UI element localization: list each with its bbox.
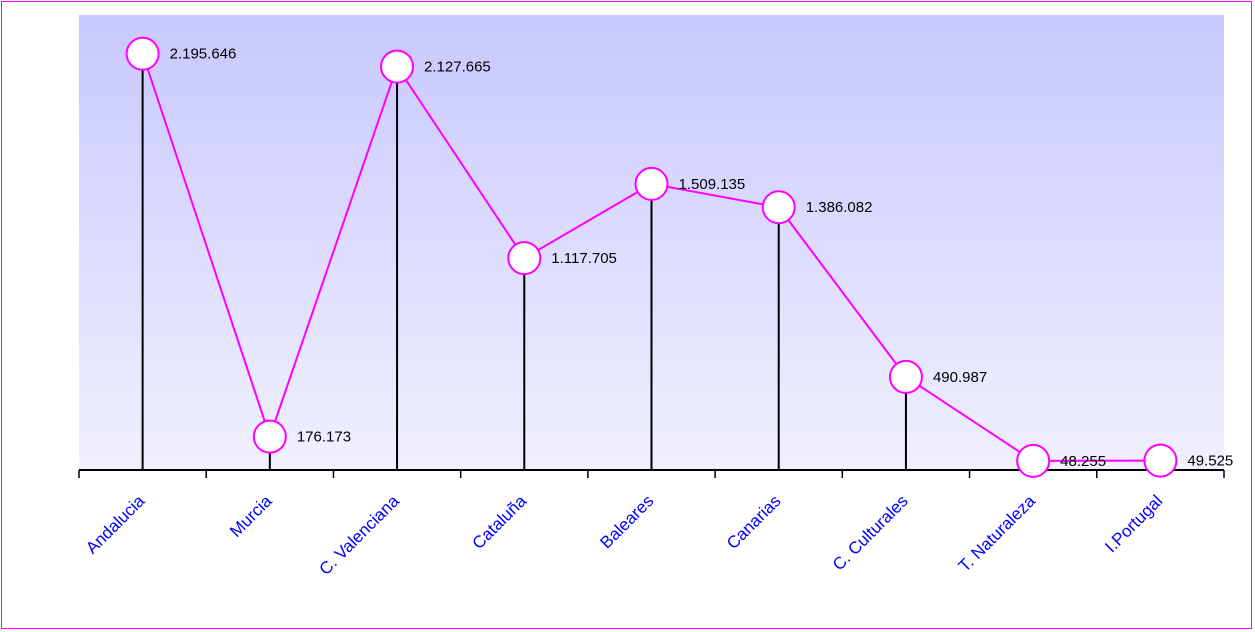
data-point-marker [252, 419, 287, 454]
category-label: C. Valenciana [315, 491, 403, 579]
category-labels: Andalucia Murcia C. Valenciana Cataluña Bale… [82, 491, 1166, 579]
series-markers [125, 36, 1178, 478]
data-label: 1.509.135 [679, 176, 746, 193]
x-axis-ticks [78, 470, 1225, 478]
data-point-marker [125, 36, 160, 71]
data-label: 2.127.665 [424, 59, 491, 76]
data-point-marker [1016, 443, 1051, 478]
category-label: Murcia [226, 491, 276, 541]
data-label: 48.255 [1060, 453, 1106, 470]
category-label: Cataluña [469, 491, 531, 553]
data-point-marker [507, 241, 542, 276]
data-label: 1.117.705 [551, 250, 617, 267]
data-label: 2.195.646 [170, 46, 237, 63]
data-point-marker [380, 49, 415, 84]
category-label: Andalucia [82, 491, 149, 558]
category-label: T. Naturaleza [955, 491, 1040, 576]
data-point-marker [1143, 443, 1178, 478]
data-label: 1.386.082 [806, 199, 873, 216]
category-label: Canarias [723, 491, 785, 553]
data-point-marker [634, 166, 669, 201]
data-label: 49.525 [1187, 453, 1233, 470]
category-label: I.Portugal [1101, 491, 1166, 556]
category-label: C. Culturales [829, 491, 912, 574]
data-labels: 2.195.646 176.173 2.127.665 1.117.705 1.509.… [170, 46, 1234, 470]
data-label: 176.173 [297, 429, 351, 446]
data-label: 490.987 [933, 369, 987, 386]
data-point-marker [761, 190, 796, 225]
category-label: Baleares [596, 491, 657, 552]
data-point-marker [888, 359, 923, 394]
